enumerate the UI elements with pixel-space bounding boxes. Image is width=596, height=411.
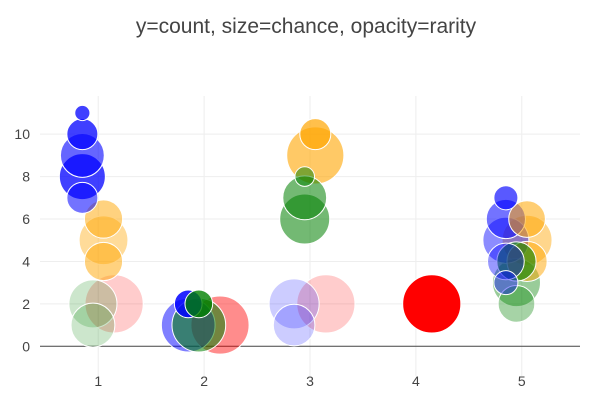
y-tick-label: 0 xyxy=(22,338,30,354)
bubble-point[interactable] xyxy=(493,185,519,211)
y-tick-label: 8 xyxy=(22,169,30,185)
x-tick-label: 5 xyxy=(518,373,526,389)
y-tick-label: 4 xyxy=(22,253,30,269)
bubble-point[interactable] xyxy=(70,302,116,348)
bubble-point[interactable] xyxy=(184,289,214,319)
bubble-point[interactable] xyxy=(487,242,525,281)
bubble-point[interactable] xyxy=(296,274,356,334)
y-tick-label: 2 xyxy=(22,296,30,312)
bubble-point[interactable] xyxy=(272,303,316,347)
bubble-point[interactable] xyxy=(68,279,118,329)
y-tick-label: 6 xyxy=(22,211,30,227)
x-tick-label: 1 xyxy=(94,373,102,389)
bubble-point[interactable] xyxy=(496,241,537,282)
chart-title: y=count, size=chance, opacity=rarity xyxy=(136,15,477,38)
bubble-point[interactable] xyxy=(294,166,316,187)
y-tick-label: 10 xyxy=(14,126,30,142)
bubble-point[interactable] xyxy=(83,199,124,239)
bubbles xyxy=(58,104,553,355)
bubble-point[interactable] xyxy=(299,118,332,151)
bubble-point[interactable] xyxy=(66,118,99,151)
bubble-point[interactable] xyxy=(74,104,91,122)
x-tick-label: 2 xyxy=(200,373,208,389)
x-tick-label: 3 xyxy=(306,373,314,389)
tick-labels: 1 2 3 4 5 0 2 4 6 8 10 xyxy=(14,126,525,389)
bubble-point[interactable] xyxy=(493,270,519,296)
bubble-point[interactable] xyxy=(508,200,546,238)
bubble-point[interactable] xyxy=(83,241,124,282)
bubble-point[interactable] xyxy=(402,274,462,334)
bubble-point[interactable] xyxy=(66,181,99,214)
x-tick-label: 4 xyxy=(412,373,420,389)
